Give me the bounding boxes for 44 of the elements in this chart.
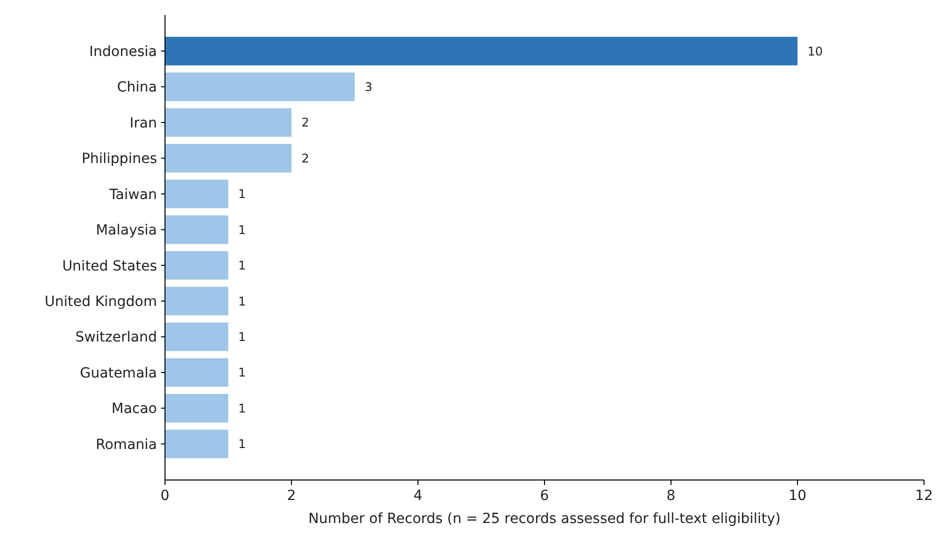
x-tick-label: 2 [287, 488, 296, 504]
y-tick-label: Macao [112, 401, 157, 418]
y-tick-label: Malaysia [96, 222, 157, 239]
y-tick-label: China [117, 80, 157, 96]
y-tick-label: Iran [130, 115, 157, 132]
y-tick-label: Taiwan [108, 186, 157, 203]
bar [165, 108, 292, 137]
x-axis-title: Number of Records (n = 25 records assessed for full-text eligibility) [308, 511, 781, 527]
data-label: 1 [238, 258, 246, 273]
bar [165, 72, 355, 102]
bar [165, 180, 228, 208]
data-label: 1 [238, 366, 246, 380]
bar [165, 358, 228, 387]
x-tick-label: 6 [540, 488, 550, 504]
y-tick-label: Romania [96, 436, 157, 453]
bar [165, 36, 798, 66]
data-label: 1 [238, 187, 246, 202]
bar [165, 394, 228, 422]
bar [165, 251, 228, 280]
y-tick-label: Philippines [82, 151, 157, 168]
data-label: 1 [238, 330, 246, 344]
data-label: 2 [302, 151, 310, 166]
x-tick-label: 12 [915, 488, 933, 504]
data-label: 3 [364, 80, 372, 94]
bar [165, 430, 228, 458]
y-tick-label: Guatemala [80, 365, 157, 382]
bar [165, 286, 228, 316]
y-tick-label: United States [62, 258, 157, 274]
x-tick-label: 0 [160, 488, 170, 504]
bar [165, 144, 292, 172]
bar [165, 322, 228, 352]
bar [165, 215, 228, 244]
data-label: 10 [808, 44, 823, 58]
y-tick-label: United Kingdom [44, 294, 157, 310]
data-label: 1 [238, 222, 246, 237]
y-tick-label: Indonesia [89, 44, 157, 60]
x-tick-label: 4 [414, 488, 423, 504]
data-label: 1 [238, 401, 246, 416]
y-tick-label: Switzerland [75, 330, 157, 346]
x-tick-label: 8 [666, 488, 676, 504]
data-label: 2 [302, 116, 310, 130]
data-label: 1 [238, 437, 246, 452]
data-label: 1 [238, 294, 246, 308]
x-tick-label: 10 [788, 488, 806, 504]
